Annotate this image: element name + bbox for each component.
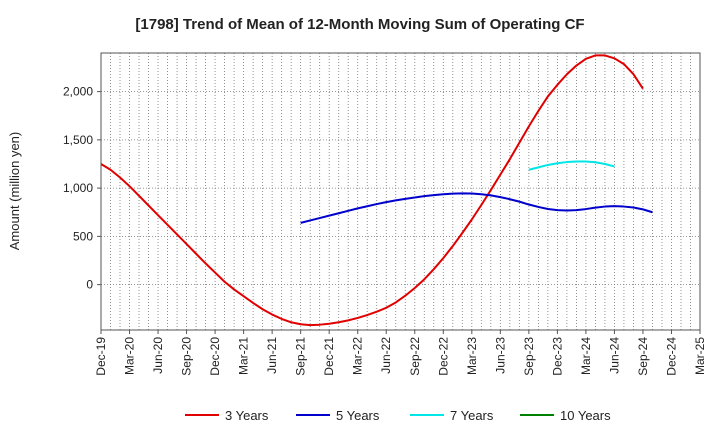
- x-tick-label: Dec-23: [550, 337, 564, 376]
- x-tick-label: Mar-21: [237, 337, 251, 375]
- y-tick-label: 1,000: [63, 181, 93, 195]
- x-tick-label: Mar-25: [693, 337, 707, 375]
- x-tick-label: Dec-19: [94, 337, 108, 376]
- x-tick-label: Jun-21: [265, 337, 279, 374]
- x-tick-label: Dec-22: [436, 337, 450, 376]
- x-tick-label: Dec-21: [322, 337, 336, 376]
- y-tick-label: 1,500: [63, 133, 93, 147]
- x-tick-label: Jun-22: [379, 337, 393, 374]
- legend: 3 Years 5 Years 7 Years 10 Years: [185, 408, 611, 423]
- x-tick-label: Sep-24: [636, 337, 650, 376]
- series-layer: [100, 54, 653, 327]
- x-tick-label: Jun-23: [493, 337, 507, 374]
- legend-label: 3 Years: [225, 408, 269, 423]
- x-tick-label: Sep-22: [408, 337, 422, 376]
- y-axis-label: Amount (million yen): [7, 132, 22, 251]
- x-axis-ticks: Dec-19 Mar-20 Jun-20 Sep-20 Dec-20 Mar-21 Jun-…: [94, 330, 707, 376]
- legend-label: 5 Years: [336, 408, 380, 423]
- legend-label: 10 Years: [560, 408, 611, 423]
- series-line-7-years: [528, 160, 615, 171]
- plot-frame: [100, 52, 701, 331]
- legend-label: 7 Years: [450, 408, 494, 423]
- x-tick-label: Jun-24: [607, 337, 621, 374]
- x-tick-label: Jun-20: [151, 337, 165, 374]
- y-axis-ticks: 0 500 1,000 1,500 2,000: [63, 85, 101, 292]
- x-tick-label: Mar-20: [123, 337, 137, 375]
- series-line-5-years: [300, 192, 653, 224]
- x-tick-label: Sep-23: [522, 337, 536, 376]
- y-tick-label: 2,000: [63, 85, 93, 99]
- series-line-3-years: [100, 54, 644, 327]
- chart-title: [1798] Trend of Mean of 12-Month Moving …: [135, 16, 584, 33]
- x-tick-label: Mar-24: [579, 337, 593, 375]
- x-tick-label: Dec-24: [664, 337, 678, 376]
- y-tick-label: 500: [73, 229, 93, 243]
- grid-lines: [101, 53, 700, 330]
- x-tick-label: Mar-23: [465, 337, 479, 375]
- x-tick-label: Sep-20: [180, 337, 194, 376]
- x-tick-label: Mar-22: [351, 337, 365, 375]
- x-tick-label: Sep-21: [294, 337, 308, 376]
- y-tick-label: 0: [86, 278, 93, 292]
- x-tick-label: Dec-20: [208, 337, 222, 376]
